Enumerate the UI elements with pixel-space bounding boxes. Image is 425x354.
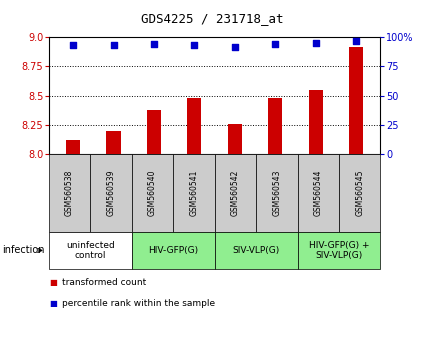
Text: HIV-GFP(G) +
SIV-VLP(G): HIV-GFP(G) + SIV-VLP(G)	[309, 241, 369, 260]
Point	[353, 38, 360, 44]
Bar	[309, 90, 323, 154]
Text: GSM560542: GSM560542	[231, 170, 240, 216]
Bar	[66, 140, 80, 154]
Text: HIV-GFP(G): HIV-GFP(G)	[148, 246, 198, 255]
Text: ■: ■	[49, 278, 57, 287]
Text: ■: ■	[49, 299, 57, 308]
Bar	[187, 98, 201, 154]
Bar	[107, 131, 121, 154]
Text: GSM560543: GSM560543	[272, 170, 281, 216]
Point	[191, 42, 198, 48]
Text: infection: infection	[2, 245, 45, 256]
Point	[70, 42, 76, 48]
Point	[272, 41, 279, 47]
Text: GSM560540: GSM560540	[148, 170, 157, 216]
Text: percentile rank within the sample: percentile rank within the sample	[62, 299, 215, 308]
Text: GSM560541: GSM560541	[190, 170, 198, 216]
Point	[232, 44, 238, 49]
Point	[150, 41, 157, 47]
Bar	[268, 98, 282, 154]
Text: GSM560539: GSM560539	[107, 170, 116, 216]
Bar	[147, 110, 161, 154]
Text: transformed count: transformed count	[62, 278, 146, 287]
Point	[110, 42, 117, 48]
Text: GSM560545: GSM560545	[355, 170, 364, 216]
Text: GSM560538: GSM560538	[65, 170, 74, 216]
Point	[312, 40, 319, 46]
Text: GDS4225 / 231718_at: GDS4225 / 231718_at	[141, 12, 284, 25]
Bar	[228, 124, 242, 154]
Bar	[349, 46, 363, 154]
Text: GSM560544: GSM560544	[314, 170, 323, 216]
Text: uninfected
control: uninfected control	[66, 241, 115, 260]
Text: SIV-VLP(G): SIV-VLP(G)	[232, 246, 280, 255]
